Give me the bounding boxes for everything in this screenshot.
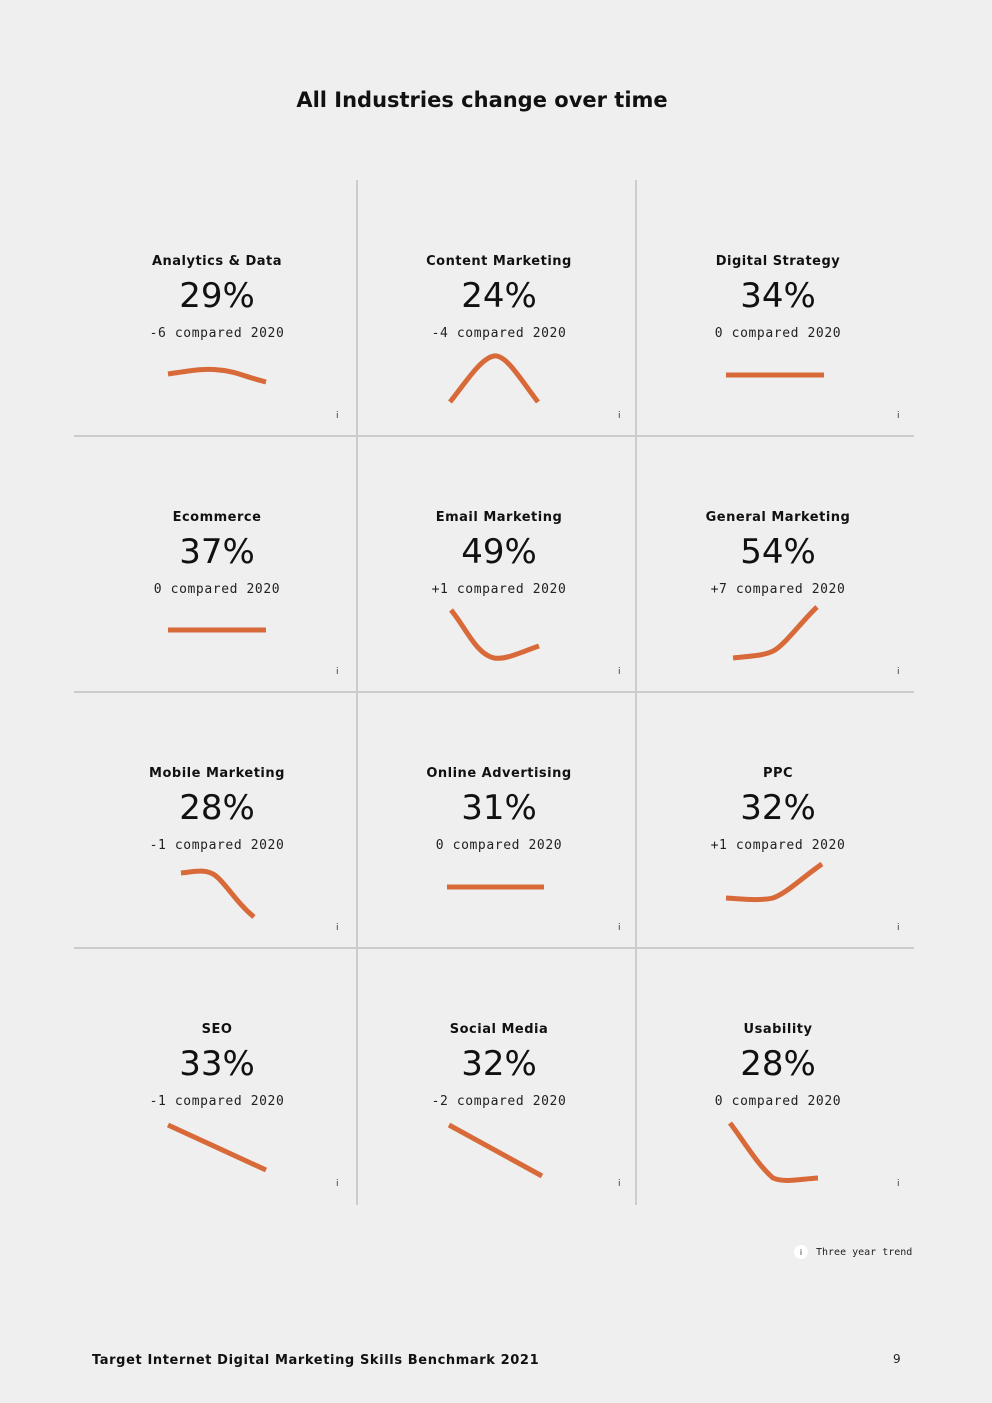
legend: i Three year trend — [794, 1244, 912, 1260]
card-title: Email Marketing — [435, 510, 563, 525]
card-comparison: 0 compared 2020 — [435, 838, 563, 853]
card-value: 34% — [740, 276, 816, 316]
info-icon[interactable]: i — [618, 411, 621, 421]
page-number: 9 — [893, 1352, 901, 1366]
card-value: 33% — [179, 1044, 255, 1084]
card-ecommerce: Ecommerce 37% 0 compared 2020 i — [74, 436, 354, 692]
card-comparison: -2 compared 2020 — [431, 1094, 567, 1109]
info-icon: i — [794, 1245, 808, 1259]
card-value: 54% — [740, 532, 816, 572]
card-title: PPC — [762, 766, 794, 781]
card-usability: Usability 28% 0 compared 2020 i — [635, 948, 915, 1204]
grid-divider — [74, 691, 914, 693]
card-digital-strategy: Digital Strategy 34% 0 compared 2020 i — [635, 180, 915, 436]
card-title: Online Advertising — [426, 766, 572, 781]
grid-divider — [74, 435, 914, 437]
info-icon[interactable]: i — [618, 667, 621, 677]
card-title: SEO — [201, 1022, 233, 1037]
card-title: Analytics & Data — [151, 254, 283, 269]
card-value: 37% — [179, 532, 255, 572]
card-email-marketing: Email Marketing 49% +1 compared 2020 i — [356, 436, 636, 692]
card-comparison: -1 compared 2020 — [149, 838, 285, 853]
trend-sparkline — [725, 861, 824, 903]
page-title: All Industries change over time — [296, 88, 668, 112]
trend-sparkline — [448, 353, 540, 404]
card-comparison: 0 compared 2020 — [714, 1094, 842, 1109]
grid-divider — [74, 947, 914, 949]
info-icon[interactable]: i — [336, 923, 339, 933]
trend-sparkline — [726, 372, 824, 378]
info-icon[interactable]: i — [897, 667, 900, 677]
industry-grid: Analytics & Data 29% -6 compared 2020 i … — [74, 180, 914, 1205]
card-title: Mobile Marketing — [149, 766, 285, 781]
footer-title: Target Internet Digital Marketing Skills… — [92, 1353, 540, 1368]
card-analytics-data: Analytics & Data 29% -6 compared 2020 i — [74, 180, 354, 436]
card-general-marketing: General Marketing 54% +7 compared 2020 i — [635, 436, 915, 692]
card-value: 32% — [461, 1044, 537, 1084]
info-icon[interactable]: i — [897, 923, 900, 933]
card-comparison: -6 compared 2020 — [149, 326, 285, 341]
card-value: 28% — [179, 788, 255, 828]
card-title: Ecommerce — [172, 510, 262, 525]
card-content-marketing: Content Marketing 24% -4 compared 2020 i — [356, 180, 636, 436]
card-comparison: -4 compared 2020 — [431, 326, 567, 341]
card-title: General Marketing — [705, 510, 851, 525]
card-title: Content Marketing — [426, 254, 572, 269]
trend-sparkline — [728, 1121, 819, 1183]
card-online-advertising: Online Advertising 31% 0 compared 2020 i — [356, 692, 636, 948]
info-icon[interactable]: i — [618, 923, 621, 933]
card-title: Social Media — [449, 1022, 549, 1037]
trend-sparkline — [180, 868, 256, 919]
info-icon[interactable]: i — [336, 411, 339, 421]
info-icon[interactable]: i — [336, 667, 339, 677]
card-comparison: +1 compared 2020 — [710, 838, 846, 853]
trend-sparkline — [732, 605, 819, 661]
card-value: 29% — [179, 276, 255, 316]
card-seo: SEO 33% -1 compared 2020 i — [74, 948, 354, 1204]
trend-sparkline — [168, 627, 266, 633]
info-icon[interactable]: i — [618, 1179, 621, 1189]
card-value: 31% — [461, 788, 537, 828]
card-comparison: +7 compared 2020 — [710, 582, 846, 597]
info-icon[interactable]: i — [336, 1179, 339, 1189]
card-mobile-marketing: Mobile Marketing 28% -1 compared 2020 i — [74, 692, 354, 948]
card-value: 28% — [740, 1044, 816, 1084]
trend-sparkline — [447, 1122, 544, 1179]
card-comparison: -1 compared 2020 — [149, 1094, 285, 1109]
card-comparison: 0 compared 2020 — [153, 582, 281, 597]
trend-sparkline — [167, 366, 267, 385]
trend-sparkline — [449, 608, 540, 661]
card-social-media: Social Media 32% -2 compared 2020 i — [356, 948, 636, 1204]
card-title: Digital Strategy — [715, 254, 841, 269]
card-comparison: 0 compared 2020 — [714, 326, 842, 341]
card-value: 32% — [740, 788, 816, 828]
legend-label: Three year trend — [816, 1246, 913, 1258]
info-icon[interactable]: i — [897, 411, 900, 421]
trend-sparkline — [447, 884, 544, 890]
card-ppc: PPC 32% +1 compared 2020 i — [635, 692, 915, 948]
card-value: 24% — [461, 276, 537, 316]
card-comparison: +1 compared 2020 — [431, 582, 567, 597]
info-icon[interactable]: i — [897, 1179, 900, 1189]
card-value: 49% — [461, 532, 537, 572]
card-title: Usability — [743, 1022, 813, 1037]
trend-sparkline — [166, 1122, 268, 1173]
